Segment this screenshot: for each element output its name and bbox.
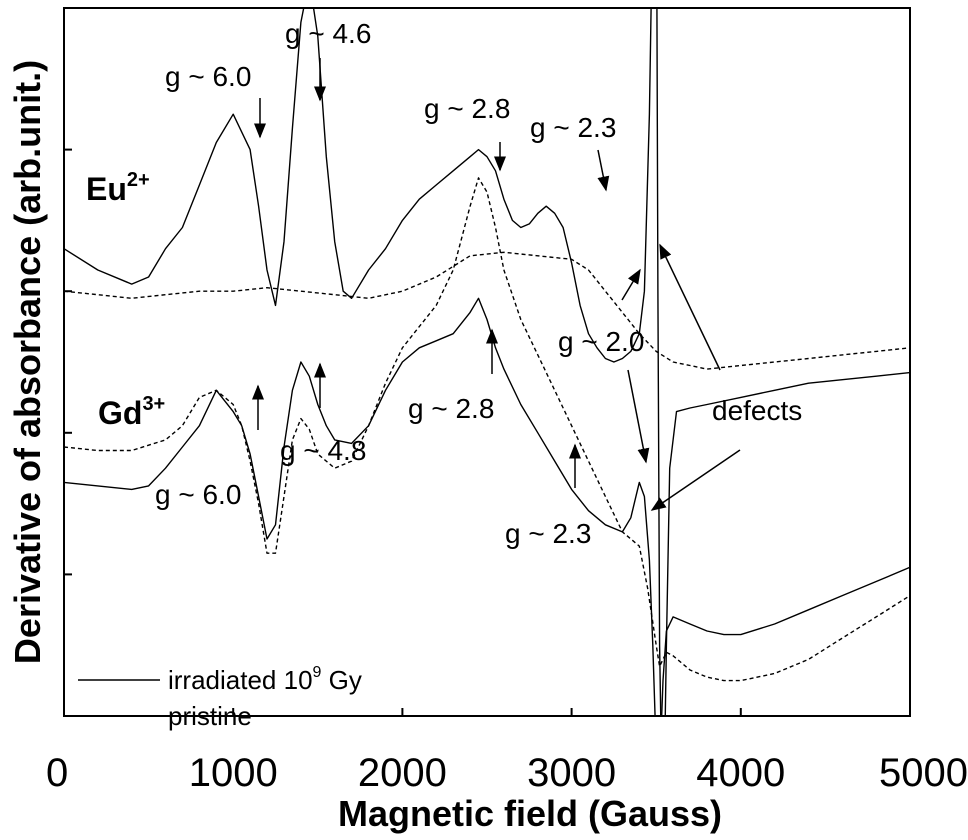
series-label-gd: Gd3+ — [98, 393, 165, 431]
annotation-gd-g20: g ~ 2.0 — [558, 326, 644, 357]
arrow-eu-g23 — [597, 149, 610, 192]
x-axis: 0 1000 2000 3000 4000 5000 — [46, 708, 968, 795]
y-axis-title: Derivative of absorbance (arb.unit.) — [7, 60, 48, 664]
x-tick-label: 4000 — [696, 751, 785, 795]
series-line-eu-solid — [64, 8, 910, 716]
series-layer — [64, 8, 910, 716]
arrow-defects-3 — [621, 268, 641, 301]
annotation-eu-g23: g ~ 2.3 — [530, 112, 616, 143]
annotation-eu-g6: g ~ 6.0 — [165, 61, 251, 92]
annotation-eu-g46: g ~ 4.6 — [285, 18, 371, 49]
x-tick-label: 1000 — [189, 751, 278, 795]
legend-label-pristine: pristine — [168, 701, 252, 731]
annotation-gd-g23: g ~ 2.3 — [505, 518, 591, 549]
annotation-defects: defects — [712, 395, 802, 426]
x-tick-label: 5000 — [879, 751, 968, 795]
series-line-eu-dashed — [64, 251, 910, 370]
x-tick-label: 2000 — [358, 751, 447, 795]
arrow-defects-2 — [650, 449, 741, 511]
series-line-gd-solid — [64, 297, 910, 716]
series-line-gd-dashed — [64, 177, 910, 682]
legend-label-irradiated: irradiated 109 Gy — [168, 664, 362, 695]
x-axis-title: Magnetic field (Gauss) — [338, 793, 722, 834]
series-label-eu: Eu2+ — [86, 169, 150, 207]
annotation-arrows — [252, 58, 741, 511]
annotation-gd-g48: g ~ 4.8 — [280, 435, 366, 466]
arrow-defects-1 — [659, 243, 721, 371]
x-tick-label: 3000 — [527, 751, 616, 795]
annotation-gd-g6: g ~ 6.0 — [155, 479, 241, 510]
legend: irradiated 109 Gy pristine — [78, 664, 362, 731]
x-tick-label: 0 — [46, 751, 68, 795]
arrow-gd-g20 — [627, 369, 650, 464]
annotation-eu-g28: g ~ 2.8 — [424, 93, 510, 124]
plot-frame — [63, 7, 911, 717]
annotation-gd-g28: g ~ 2.8 — [408, 393, 494, 424]
